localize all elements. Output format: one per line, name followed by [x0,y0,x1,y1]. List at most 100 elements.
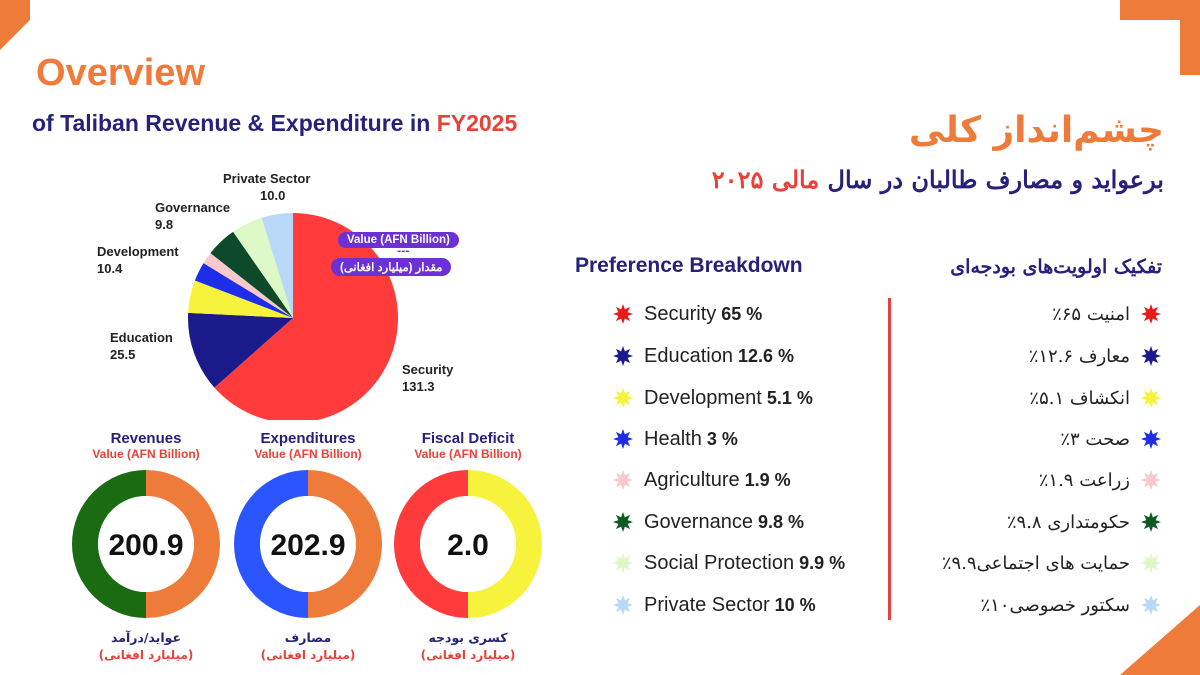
preference-item-governance: Governance 9.8 % [612,502,804,542]
pie-label-security: Security [402,362,454,377]
donut-title: Revenues [110,430,182,447]
preference-item-agriculture: Agriculture 1.9 % [612,460,791,500]
pie-slice-development [188,280,293,318]
star-burst-icon [613,304,633,324]
donut-head-fiscal-deficit: Fiscal Deficit Value (AFN Billion) [383,430,553,461]
pie-value-governance: 9.8 [155,217,173,232]
corner-decoration-bottom-right [1120,605,1200,675]
donut-subtitle: Value (AFN Billion) [92,447,200,461]
revenues-donut-chart: 200.9 [72,470,220,618]
star-burst-icon [613,388,633,408]
donut-foot-revenues: عواید/درآمد (میلیارد افغانی) [61,628,231,664]
star-burst-icon [1141,470,1161,490]
donut-subtitle: Value (AFN Billion) [414,447,522,461]
donut-center-value: 202.9 [270,529,345,562]
donut-segment-1 [146,470,220,618]
donut-title: Expenditures [260,430,356,447]
donut-center-value: 2.0 [447,529,489,562]
page-subtitle-fa-main: برعواید و مصارف طالبان در سال [819,165,1164,194]
star-burst-icon [613,512,633,532]
page-subtitle-en-accent: FY2025 [436,110,518,136]
star-burst-icon [1141,388,1161,408]
star-burst-icon [613,553,633,573]
fiscal-deficit-donut-chart: 2.0 [394,470,542,618]
pie-label-education: Education [110,330,173,345]
preference-item-percent: 5.1 % [766,387,813,408]
preference-item-fa-text: انکشاف ۵.۱٪ [1029,387,1130,409]
preference-item-percent: 10 % [774,594,816,615]
preference-item-percent: 12.6 % [737,345,795,366]
donut-foot-expenditures: مصارف (میلیارد افغانی) [223,628,393,664]
star-burst-icon [1141,512,1161,532]
preference-item-name: Education [644,344,733,367]
donut-hole [98,496,194,592]
preference-item-education: Education 12.6 % [612,336,794,376]
pie-value-development: 10.4 [97,261,123,276]
preference-item-fa-text: معارف ۱۲.۶٪ [1028,345,1130,367]
page-subtitle-fa-accent: مالی ۲۰۲۵ [711,165,820,194]
page-subtitle-en: of Taliban Revenue & Expenditure in FY20… [32,110,517,137]
preference-item-fa-social-protection: حمایت های اجتماعی۹.۹٪ [942,543,1162,583]
donut-hole [420,496,516,592]
star-burst-icon [1141,346,1161,366]
pie-label-development: Development [97,244,179,259]
donut-footer-fa-sub: (میلیارد افغانی) [98,648,194,662]
corner-decoration-top-right [1120,0,1200,75]
value-unit-pill-fa: مقدار (میلیارد افغانی) [331,258,452,276]
star-burst-icon [613,595,633,615]
preference-item-fa-text: حکومتداری ۹.۸٪ [1006,511,1130,533]
corner-decoration-top-left [0,0,30,50]
preference-item-name: Health [644,427,702,450]
preference-item-private-sector: Private Sector 10 % [612,585,816,625]
preference-item-fa-text: سکتور خصوصی۱۰٪ [980,594,1130,616]
donut-title: Fiscal Deficit [421,430,515,447]
preference-item-security: Security 65 % [612,294,762,334]
donut-footer-fa-sub: (میلیارد افغانی) [420,648,516,662]
star-burst-icon [1141,304,1161,324]
preference-item-name: Security [644,302,717,325]
pie-label-governance: Governance [155,200,230,215]
donut-segment-1 [468,470,542,618]
donut-footer-fa: مصارف [284,630,332,645]
preference-breakdown-title-fa: تفکیک اولویت‌های بودجه‌ای [950,256,1162,278]
expenditures-donut-chart: 202.9 [234,470,382,618]
preference-breakdown-title-en: Preference Breakdown [575,254,803,277]
divider-line [888,298,891,620]
preference-item-fa-security: امنیت ۶۵٪ [1052,294,1162,334]
value-unit-pill-en: Value (AFN Billion) [338,232,459,248]
donut-segment-2 [72,470,146,618]
donut-segment-2 [394,470,468,618]
preference-item-fa-text: امنیت ۶۵٪ [1052,303,1130,325]
donut-foot-fiscal-deficit: کسری بودجه (میلیارد افغانی) [383,628,553,664]
donut-footer-fa: عواید/درآمد [111,630,181,645]
budget-pie-chart: Security 131.3 Education 25.5 Development 10.… [97,171,454,420]
preference-item-percent: 65 % [721,303,763,324]
pie-label-private-sector: Private Sector [223,171,310,186]
preference-item-fa-health: صحت ۳٪ [1060,419,1162,459]
donut-subtitle: Value (AFN Billion) [254,447,362,461]
donut-center-value: 200.9 [108,529,183,562]
preference-item-name: Development [644,386,762,409]
pie-value-education: 25.5 [110,347,135,362]
star-burst-icon [1141,553,1161,573]
donut-hole [260,496,356,592]
donut-segment-1 [308,470,382,618]
preference-item-name: Social Protection [644,551,795,574]
pie-slice-agriculture [203,253,293,318]
page-title-fa: چشم‌انداز کلی [908,110,1164,151]
star-burst-icon [613,429,633,449]
preference-item-percent: 9.9 % [799,552,846,573]
page-title-en: Overview [36,52,205,94]
preference-item-fa-text: زراعت ۱.۹٪ [1038,469,1130,491]
donut-footer-fa-sub: (میلیارد افغانی) [260,648,356,662]
preference-item-name: Private Sector [644,593,770,616]
pie-value-private-sector: 10.0 [260,188,285,203]
pie-value-security: 131.3 [402,379,435,394]
preference-item-health: Health 3 % [612,419,738,459]
pie-slice-governance [210,231,293,318]
preference-item-development: Development 5.1 % [612,378,813,418]
preference-item-social-protection: Social Protection 9.9 % [612,543,845,583]
preference-item-fa-education: معارف ۱۲.۶٪ [1029,336,1162,376]
donut-footer-fa: کسری بودجه [428,630,508,645]
star-burst-icon [613,470,633,490]
